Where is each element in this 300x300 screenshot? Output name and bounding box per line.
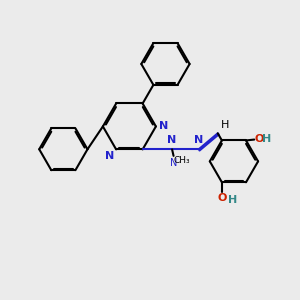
Text: O: O: [217, 193, 226, 202]
Text: CH₃: CH₃: [174, 156, 190, 165]
Text: H: H: [228, 195, 238, 205]
Text: N: N: [170, 158, 177, 168]
Text: H: H: [262, 134, 272, 144]
Text: N: N: [167, 135, 177, 145]
Text: N: N: [159, 122, 169, 131]
Text: H: H: [221, 120, 230, 130]
Text: N: N: [194, 135, 203, 145]
Text: N: N: [105, 151, 115, 161]
Text: O: O: [255, 134, 264, 144]
